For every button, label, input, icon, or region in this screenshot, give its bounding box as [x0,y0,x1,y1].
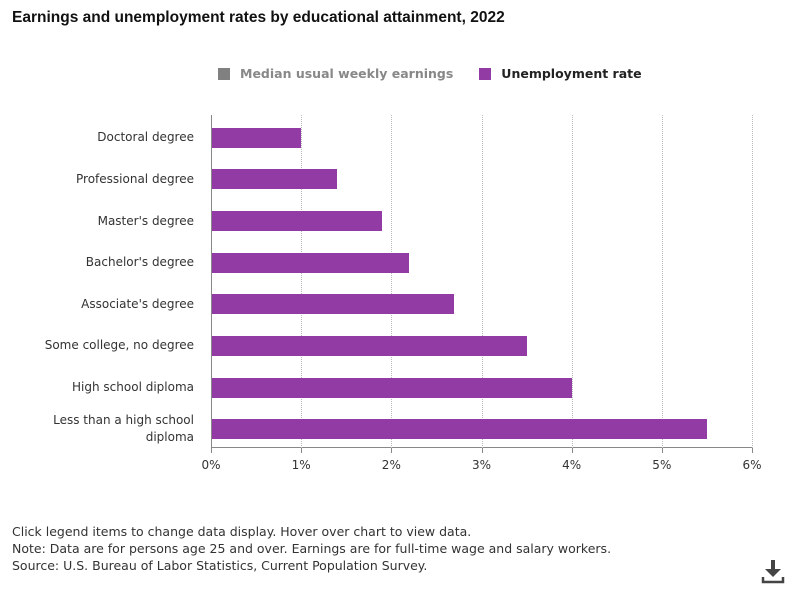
chart-title: Earnings and unemployment rates by educa… [12,9,505,26]
x-tick [571,448,573,453]
x-tick [301,448,303,453]
x-tick-label: 2% [381,458,401,472]
bar[interactable] [212,169,338,190]
legend-swatch-unemployment [479,67,492,80]
legend: Median usual weekly earnings Unemploymen… [218,66,668,81]
bar[interactable] [212,335,527,356]
category-label: Professional degree [76,171,194,186]
x-tick [752,448,753,453]
plot-area[interactable] [211,115,753,453]
bar[interactable] [212,377,572,398]
x-tick-label: 5% [652,458,672,472]
bar[interactable] [212,211,383,232]
chart-notes: Click legend items to change data displa… [12,523,611,574]
category-label: Bachelor's degree [85,255,194,270]
gridline [391,115,393,448]
bar[interactable] [212,252,410,273]
gridline [752,115,753,448]
legend-item-earnings[interactable]: Median usual weekly earnings [218,66,453,81]
x-tick-label: 1% [291,458,311,472]
gridline [481,115,483,448]
source-text: Source: U.S. Bureau of Labor Statistics,… [12,558,428,573]
download-icon[interactable] [760,558,786,584]
x-tick [481,448,483,453]
x-tick-label: 3% [471,458,492,472]
legend-item-unemployment[interactable]: Unemployment rate [479,66,642,81]
category-label: Some college, no degree [44,338,194,353]
gridline [571,115,573,448]
category-label: Associate's degree [81,296,194,311]
instruction-text: Click legend items to change data displa… [12,524,472,539]
x-tick-label: 4% [562,458,582,472]
x-tick-label: 6% [742,458,762,472]
x-tick-label: 0% [201,458,221,472]
gridline [301,115,303,448]
bar[interactable] [212,419,707,440]
category-label: Doctoral degree [97,130,194,145]
bar[interactable] [212,127,302,148]
bar[interactable] [212,294,455,315]
legend-label-earnings: Median usual weekly earnings [240,66,454,81]
x-tick [211,448,212,453]
note-text: Note: Data are for persons age 25 and ov… [12,541,612,556]
category-label: Master's degree [97,213,194,228]
category-label: High school diploma [72,380,194,395]
x-tick [661,448,663,453]
x-tick [391,448,393,453]
legend-label-unemployment: Unemployment rate [501,66,642,81]
legend-swatch-earnings [218,67,230,80]
y-axis [211,115,212,448]
gridline [661,115,663,448]
category-label: Less than a high school diploma [53,413,194,445]
